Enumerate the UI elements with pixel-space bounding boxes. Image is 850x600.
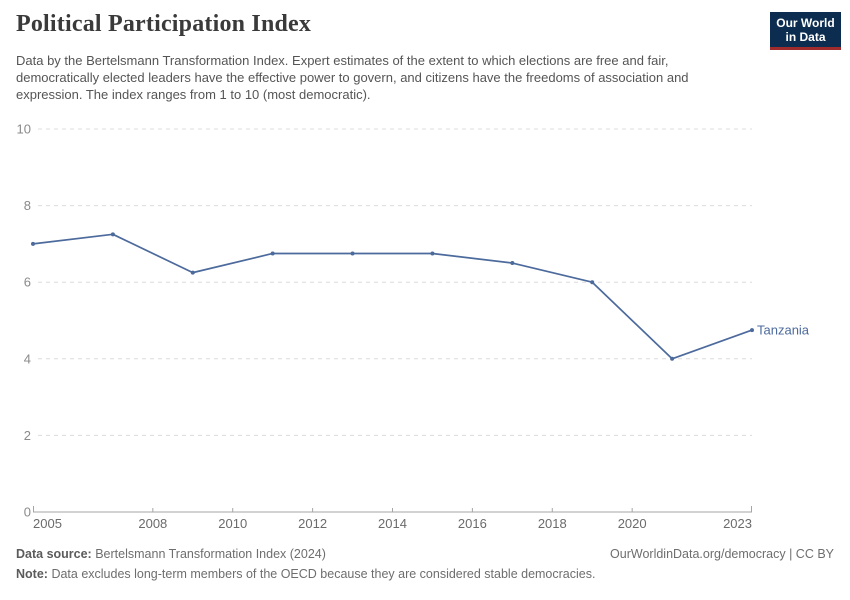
data-point-tanzania-2019[interactable] [590,280,595,285]
note-label: Note: [16,567,48,581]
data-point-tanzania-2011[interactable] [270,251,275,256]
x-tick-label-2014: 2014 [378,516,407,531]
x-tick-label-2016: 2016 [458,516,487,531]
data-point-tanzania-2005[interactable] [31,241,35,246]
chart-subtitle: Data by the Bertelsmann Transformation I… [16,53,689,103]
data-point-tanzania-2021[interactable] [670,356,675,361]
data-source-link[interactable]: Bertelsmann Transformation Index (2024) [95,547,326,561]
x-tick-label-2005: 2005 [33,516,62,531]
y-tick-label-2: 2 [24,428,31,443]
footer-separator: | [789,547,793,561]
x-tick-label-2023: 2023 [723,516,752,531]
footer-right: OurWorldinData.org/democracy | CC BY [610,547,834,561]
data-source-label: Data source: [16,547,92,561]
y-tick-label-10: 10 [17,122,31,137]
x-tick-label-2012: 2012 [298,516,327,531]
owid-logo-line1: Our World [776,16,835,30]
owid-url-link[interactable]: OurWorldinData.org/democracy [610,547,786,561]
owid-logo[interactable]: Our World in Data [770,12,841,50]
data-point-tanzania-2013[interactable] [350,251,355,256]
data-point-tanzania-2009[interactable] [190,270,195,275]
x-tick-label-2010: 2010 [218,516,247,531]
x-tick-label-2020: 2020 [618,516,647,531]
x-tick-label-2008: 2008 [138,516,167,531]
data-point-tanzania-2007[interactable] [110,232,115,237]
footer-sources-row: Data source: Bertelsmann Transformation … [16,547,834,561]
data-source: Data source: Bertelsmann Transformation … [16,547,326,561]
y-tick-label-4: 4 [24,351,31,366]
y-tick-label-8: 8 [24,198,31,213]
license-link[interactable]: CC BY [795,547,834,561]
data-point-tanzania-2017[interactable] [510,261,515,266]
y-tick-label-0: 0 [24,505,31,520]
y-tick-label-6: 6 [24,275,31,290]
owid-logo-line2: in Data [785,30,826,44]
note-text: Data excludes long-term members of the O… [51,567,596,581]
footer-note-row: Note: Data excludes long-term members of… [16,567,834,581]
x-tick-label-2018: 2018 [538,516,567,531]
data-point-tanzania-2023[interactable] [750,328,754,333]
data-point-tanzania-2015[interactable] [430,251,435,256]
page-title: Political Participation Index [16,11,312,37]
series-label-tanzania: Tanzania [757,323,810,338]
series-line-tanzania[interactable] [32,233,753,360]
